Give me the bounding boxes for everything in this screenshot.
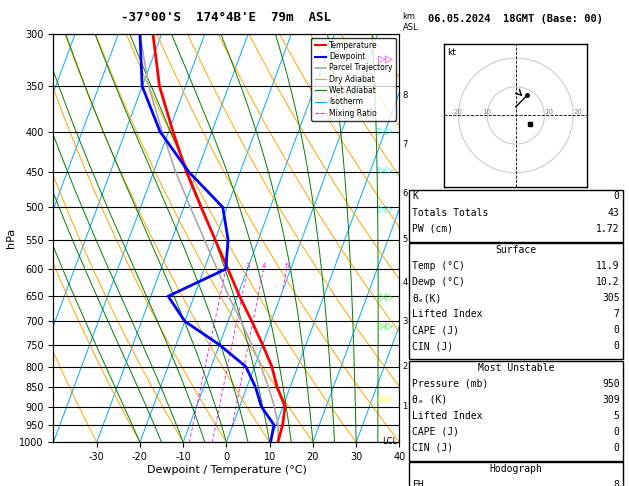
Text: 305: 305 — [602, 293, 620, 303]
Text: Lifted Index: Lifted Index — [412, 411, 482, 421]
Text: ▷▷: ▷▷ — [378, 321, 393, 330]
Text: 0: 0 — [614, 427, 620, 437]
Text: 7: 7 — [614, 309, 620, 319]
Text: θₑ(K): θₑ(K) — [412, 293, 442, 303]
Text: K: K — [412, 191, 418, 202]
Text: Pressure (mb): Pressure (mb) — [412, 379, 488, 389]
Text: CAPE (J): CAPE (J) — [412, 427, 459, 437]
Text: 20: 20 — [454, 109, 463, 115]
Text: Surface: Surface — [495, 245, 537, 255]
Text: ▷▷: ▷▷ — [378, 394, 393, 403]
Text: ▷▷: ▷▷ — [378, 126, 393, 136]
Text: 43: 43 — [608, 208, 620, 218]
Text: 309: 309 — [602, 395, 620, 405]
Text: 8: 8 — [614, 480, 620, 486]
Text: ▷▷: ▷▷ — [378, 53, 393, 63]
Text: CIN (J): CIN (J) — [412, 443, 453, 453]
Text: 06.05.2024  18GMT (Base: 00): 06.05.2024 18GMT (Base: 00) — [428, 14, 603, 24]
Text: 8: 8 — [403, 91, 408, 100]
Text: 6: 6 — [403, 189, 408, 198]
Text: 2: 2 — [224, 263, 228, 269]
Text: 0: 0 — [614, 325, 620, 335]
Text: Hodograph: Hodograph — [489, 464, 542, 474]
Text: 5: 5 — [614, 411, 620, 421]
Text: ▷▷: ▷▷ — [378, 204, 393, 214]
Text: LCL: LCL — [382, 437, 398, 446]
Text: Lifted Index: Lifted Index — [412, 309, 482, 319]
Text: Dewp (°C): Dewp (°C) — [412, 277, 465, 287]
Text: 0: 0 — [614, 191, 620, 202]
Text: 2: 2 — [403, 362, 408, 371]
Text: EH: EH — [412, 480, 424, 486]
Text: CAPE (J): CAPE (J) — [412, 325, 459, 335]
Text: 4: 4 — [403, 278, 408, 287]
Text: 1: 1 — [403, 402, 408, 411]
Text: 0: 0 — [614, 341, 620, 351]
Text: kt: kt — [447, 48, 456, 57]
Text: Totals Totals: Totals Totals — [412, 208, 488, 218]
Text: ▷▷: ▷▷ — [378, 292, 393, 301]
Text: 3: 3 — [403, 317, 408, 326]
Text: Most Unstable: Most Unstable — [477, 363, 554, 373]
Text: 6: 6 — [284, 263, 289, 269]
Y-axis label: hPa: hPa — [6, 228, 16, 248]
Text: CIN (J): CIN (J) — [412, 341, 453, 351]
Text: 3: 3 — [245, 263, 250, 269]
Text: 0: 0 — [614, 443, 620, 453]
Text: 11.9: 11.9 — [596, 261, 620, 271]
Text: 5: 5 — [403, 235, 408, 244]
Text: Temp (°C): Temp (°C) — [412, 261, 465, 271]
Text: 20: 20 — [573, 109, 582, 115]
X-axis label: Dewpoint / Temperature (°C): Dewpoint / Temperature (°C) — [147, 465, 306, 475]
Text: 10: 10 — [482, 109, 492, 115]
Text: -37°00'S  174°4B'E  79m  ASL: -37°00'S 174°4B'E 79m ASL — [121, 11, 331, 24]
Text: 1.72: 1.72 — [596, 224, 620, 234]
Text: 10: 10 — [545, 109, 554, 115]
Text: θₑ (K): θₑ (K) — [412, 395, 447, 405]
Text: 10.2: 10.2 — [596, 277, 620, 287]
Text: km
ASL: km ASL — [403, 12, 418, 32]
Legend: Temperature, Dewpoint, Parcel Trajectory, Dry Adiabat, Wet Adiabat, Isotherm, Mi: Temperature, Dewpoint, Parcel Trajectory… — [311, 38, 396, 121]
Text: 7: 7 — [403, 139, 408, 149]
Text: PW (cm): PW (cm) — [412, 224, 453, 234]
Text: 950: 950 — [602, 379, 620, 389]
Text: 4: 4 — [262, 263, 266, 269]
Text: ▷▷: ▷▷ — [378, 165, 393, 175]
